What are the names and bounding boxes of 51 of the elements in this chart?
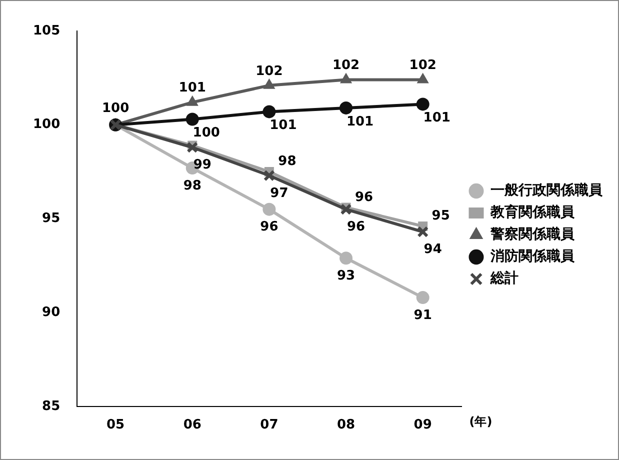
data-label: 102 (256, 64, 283, 79)
y-tick-label: 90 (42, 304, 60, 320)
data-label: 91 (414, 308, 432, 323)
data-label: 96 (260, 220, 278, 235)
y-tick-label: 100 (32, 117, 60, 132)
x-tick-label: 09 (414, 418, 432, 433)
y-tick-label: 95 (42, 211, 60, 226)
point (416, 98, 430, 111)
point (417, 73, 429, 84)
x-tick-label: 07 (260, 418, 278, 433)
data-label: 101 (270, 118, 297, 134)
point (417, 226, 429, 238)
data-label: 101 (423, 110, 450, 126)
data-label: 98 (183, 178, 202, 194)
x-tick-label: 06 (183, 418, 202, 433)
point (263, 78, 275, 89)
data-label: 101 (178, 80, 206, 96)
data-label: 102 (409, 58, 436, 74)
data-label: 97 (270, 186, 288, 201)
data-label: 93 (336, 268, 356, 284)
point (186, 142, 198, 154)
point (340, 204, 352, 216)
x-tick-label: 08 (336, 418, 356, 433)
data-label: 100 (192, 126, 220, 141)
legend-label: 総計 (489, 270, 518, 287)
y-tick-label: 105 (32, 23, 60, 38)
x-tick-label: 05 (106, 418, 125, 433)
data-label: 98 (278, 154, 296, 170)
legend-label: 消防関係職員 (489, 248, 576, 265)
data-label: 96 (346, 220, 366, 235)
data-label: 100 (102, 101, 130, 116)
data-label: 96 (354, 190, 374, 205)
point (186, 96, 198, 106)
y-tick-label: 85 (42, 398, 60, 414)
point (340, 101, 353, 114)
point (186, 112, 199, 126)
data-label: 94 (424, 242, 442, 258)
data-label: 101 (346, 114, 374, 130)
data-label: 99 (193, 158, 212, 173)
x-axis-title: (年) (469, 414, 492, 429)
point (340, 252, 353, 265)
legend-label: 警察関係職員 (489, 226, 576, 243)
data-label: 102 (332, 58, 360, 74)
data-label: 95 (432, 208, 450, 224)
point (340, 73, 352, 84)
legend-label: 一般行政関係職員 (490, 182, 604, 199)
point (262, 105, 276, 118)
point (416, 291, 430, 304)
point (263, 170, 275, 182)
point (262, 202, 276, 216)
legend-label: 教育関係職員 (489, 204, 576, 221)
